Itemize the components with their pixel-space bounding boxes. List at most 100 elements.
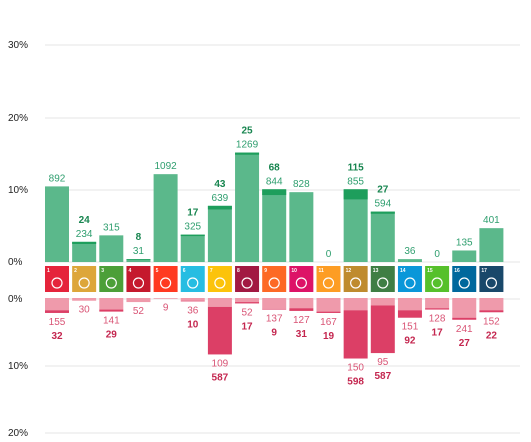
sdg-goal-number: 14 <box>400 268 406 274</box>
bar-positive <box>72 241 97 262</box>
data-label: 325 <box>184 222 201 233</box>
data-label-strong: 27 <box>459 338 471 349</box>
bar-negative-strong <box>99 309 124 312</box>
bar-negative-strong <box>452 317 477 320</box>
data-label-strong: 27 <box>377 185 389 196</box>
data-label: 135 <box>456 237 473 248</box>
sdg-goal-number: 9 <box>264 268 267 274</box>
sdg-symbol <box>458 277 470 289</box>
bar-positive <box>99 235 124 262</box>
data-label: 241 <box>456 324 473 335</box>
data-label: 152 <box>483 316 500 327</box>
climate-icon: 13 <box>370 266 395 292</box>
sdg-symbol <box>214 277 226 289</box>
data-label: 109 <box>212 358 229 369</box>
data-label-strong: 587 <box>212 372 229 383</box>
bar-positive <box>153 174 178 262</box>
inequality-icon: 10 <box>289 266 314 292</box>
data-labels: 30%20%10%0%0%10%20%892155322342430315141… <box>8 40 500 439</box>
bar-positive-strong <box>72 241 97 244</box>
data-label: 128 <box>429 314 446 325</box>
sdg-goal-number: 10 <box>291 268 297 274</box>
bar-negative <box>425 298 450 309</box>
bar-positive-strong <box>207 205 232 210</box>
y-tick-label: 0% <box>8 294 23 305</box>
data-label-strong: 115 <box>348 162 365 173</box>
data-label: 137 <box>266 314 283 325</box>
sdg-goal-number: 8 <box>237 268 240 274</box>
bar-negative-strong <box>262 308 287 310</box>
bar-positive <box>207 205 232 262</box>
sdg-goal-number: 12 <box>346 268 352 274</box>
bar-negative <box>289 298 314 309</box>
bar-negative <box>180 298 205 301</box>
data-label-strong: 31 <box>296 329 308 340</box>
data-label-strong: 29 <box>106 330 118 341</box>
sdg-goal-number: 5 <box>156 268 159 274</box>
energy-icon: 7 <box>207 266 232 292</box>
gender-icon: 5 <box>153 266 178 292</box>
data-label-strong: 22 <box>486 330 498 341</box>
data-label-strong: 17 <box>432 328 444 339</box>
data-label-strong: 598 <box>347 377 364 388</box>
data-label-strong: 68 <box>269 162 281 173</box>
y-tick-label: 20% <box>8 428 28 439</box>
data-label: 30 <box>79 305 91 316</box>
sdg-symbol <box>485 277 497 289</box>
bar-negative-strong <box>397 310 422 318</box>
bar-negative-strong <box>343 310 368 359</box>
y-tick-label: 10% <box>8 361 28 372</box>
data-label-strong: 92 <box>404 336 416 347</box>
data-label: 36 <box>187 305 199 316</box>
sdg-symbol <box>78 277 90 289</box>
sdg-symbol <box>241 277 253 289</box>
bar-positive <box>45 186 69 262</box>
data-label: 155 <box>49 317 66 328</box>
sdg-goal-number: 2 <box>74 268 77 274</box>
y-tick-label: 0% <box>8 257 23 268</box>
sdg-symbol <box>160 277 172 289</box>
data-label-strong: 9 <box>271 328 277 339</box>
bar-negative-strong <box>235 302 260 304</box>
data-label-strong: 19 <box>323 331 335 342</box>
bar-negative-strong <box>207 306 232 355</box>
data-label: 844 <box>266 176 283 187</box>
health-icon: 3 <box>99 266 124 292</box>
bar-negative <box>153 298 178 299</box>
sdg-symbol <box>431 277 443 289</box>
bar-positive <box>343 189 368 262</box>
data-label: 95 <box>377 357 389 368</box>
bar-negative-strong <box>316 311 341 313</box>
data-label: 36 <box>404 246 416 257</box>
bar-negative <box>262 298 287 309</box>
bar-negative <box>126 298 151 303</box>
data-label-strong: 24 <box>79 215 91 226</box>
bar-negative-strong <box>180 300 205 302</box>
bar-negative <box>370 298 395 306</box>
data-label-strong: 25 <box>241 126 253 137</box>
sdg-symbol <box>51 277 63 289</box>
bar-negative <box>207 298 232 307</box>
data-label-strong: 17 <box>187 208 199 219</box>
bar-negative <box>452 298 477 318</box>
water-icon: 6 <box>180 266 205 292</box>
data-label: 167 <box>320 317 337 328</box>
sdg-goal-number: 11 <box>319 268 325 274</box>
poverty-icon: 1 <box>45 266 69 292</box>
sdg-symbol <box>295 277 307 289</box>
sdg-symbol <box>404 277 416 289</box>
data-label-strong: 43 <box>214 179 226 190</box>
data-label: 315 <box>103 222 120 233</box>
bar-positive-strong <box>370 211 395 214</box>
data-label: 0 <box>434 249 440 260</box>
bars <box>45 152 504 359</box>
sdg-goal-number: 17 <box>481 268 487 274</box>
bar-positive <box>235 152 260 262</box>
data-label-strong: 10 <box>187 319 199 330</box>
data-label: 234 <box>76 229 93 240</box>
sdg-goal-number: 6 <box>183 268 186 274</box>
ocean-icon: 14 <box>397 266 422 292</box>
hunger-icon: 2 <box>72 266 97 292</box>
data-label: 828 <box>293 179 310 190</box>
